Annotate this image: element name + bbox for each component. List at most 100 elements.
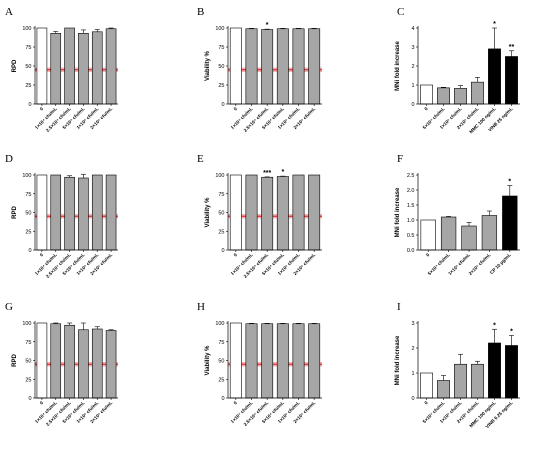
y-axis-label: Viability % [205, 50, 211, 81]
y-tick-label: 75 [218, 192, 224, 198]
y-tick-label: 25 [25, 377, 31, 383]
y-axis-label: Viability % [205, 197, 211, 228]
bar [461, 225, 477, 251]
panel-e: E01×10⁴ cfu/mL***2.5×10⁴ cfu/mL*5×10⁴ cf… [197, 153, 322, 279]
y-tick-label: 0 [28, 248, 31, 254]
bar [64, 176, 75, 251]
panel-letter: H [197, 301, 205, 313]
y-tick-label: 25 [218, 377, 224, 383]
panel-letter: F [397, 153, 403, 165]
panel-a: A01×10⁴ cfu/mL2.5×10⁴ cfu/mL5×10⁴ cfu/mL… [5, 6, 118, 133]
category-label: 2×10⁵ cfu/mL [468, 252, 492, 276]
bar [308, 28, 321, 105]
bar [64, 27, 75, 105]
y-tick-label: 75 [218, 340, 224, 346]
bar [36, 174, 48, 251]
panel-i: I05×10⁴ cfu/mL1×10⁵ cfu/mL2×10⁵ cfu/mL*M… [395, 301, 520, 429]
y-tick-label: 50 [218, 211, 224, 217]
category-label: 0 [39, 106, 45, 112]
y-axis-label: MNi fold increase [395, 335, 401, 385]
bar [229, 174, 242, 251]
bar [245, 28, 258, 105]
y-tick-label: 50 [218, 359, 224, 365]
y-tick-label: 100 [22, 321, 31, 327]
y-tick-label: 25 [218, 229, 224, 235]
bar [276, 176, 289, 251]
y-axis-label: Viability % [205, 345, 211, 376]
category-label: 0 [233, 400, 239, 406]
bar [91, 328, 103, 399]
y-tick-label: 0 [28, 396, 31, 402]
y-tick-label: 2 [411, 64, 414, 70]
significance-mark: ** [509, 44, 515, 51]
bar [292, 323, 305, 399]
bar [261, 176, 274, 251]
bar [276, 323, 289, 399]
y-tick-label: 1.0 [407, 218, 415, 224]
bar [36, 322, 48, 399]
y-tick-label: 0.5 [407, 233, 415, 239]
bar [505, 56, 518, 105]
y-tick-label: 2 [411, 346, 414, 352]
significance-mark: * [281, 169, 284, 176]
bar [437, 380, 450, 399]
panel-letter: I [397, 301, 401, 313]
bar [420, 372, 433, 399]
y-axis-label: RPD [12, 354, 18, 367]
y-tick-label: 100 [22, 26, 31, 32]
y-tick-label: 75 [25, 340, 31, 346]
y-tick-label: 100 [215, 26, 224, 32]
bar [78, 329, 89, 399]
bar [420, 84, 433, 105]
panel-letter: B [197, 6, 204, 18]
y-tick-label: 2.5 [407, 173, 415, 179]
bar [292, 174, 305, 251]
panel-d: D01×10⁴ cfu/mL2.5×10⁴ cfu/mL5×10⁴ cfu/mL… [5, 153, 118, 279]
y-tick-label: 75 [218, 45, 224, 51]
bar [91, 174, 103, 251]
bar [420, 219, 436, 251]
y-tick-label: 3 [411, 321, 414, 327]
bar [454, 363, 467, 399]
y-tick-label: 4 [411, 26, 414, 32]
panel-letter: E [197, 153, 204, 165]
bar [488, 342, 501, 399]
significance-mark: * [493, 21, 496, 28]
bar [471, 81, 484, 105]
y-tick-label: 0 [221, 396, 224, 402]
y-tick-label: 50 [25, 359, 31, 365]
bar [261, 323, 274, 399]
y-tick-label: 75 [25, 45, 31, 51]
bar [454, 88, 467, 105]
significance-mark: *** [263, 170, 271, 177]
y-tick-label: 2.0 [407, 188, 415, 194]
y-tick-label: 3 [411, 45, 414, 51]
bar [50, 174, 62, 251]
bar [481, 215, 498, 251]
bar [245, 174, 258, 251]
significance-mark: * [493, 322, 496, 329]
category-label: 0 [233, 252, 239, 258]
category-label: 0 [39, 400, 45, 406]
bar [50, 33, 62, 105]
y-axis-label: RPD [12, 206, 18, 219]
y-tick-label: 100 [215, 321, 224, 327]
panel-g: G01×10⁴ cfu/mL2.5×10⁴ cfu/mL5×10⁴ cfu/mL… [5, 301, 118, 427]
y-axis-label: RPD [12, 59, 18, 72]
y-tick-label: 0 [221, 102, 224, 108]
y-axis-label: MNi fold increase [395, 41, 401, 91]
y-tick-label: 100 [22, 173, 31, 179]
panel-h: H01×10⁴ cfu/mL2.5×10⁴ cfu/mL5×10⁴ cfu/mL… [197, 301, 322, 427]
category-label: 0 [233, 106, 239, 112]
panel-letter: D [5, 153, 13, 165]
bar [105, 174, 117, 251]
y-tick-label: 50 [25, 211, 31, 217]
y-tick-label: 50 [218, 64, 224, 70]
panel-c: C05×10⁴ cfu/mL1×10⁵ cfu/mL2×10⁵ cfu/mL*M… [395, 6, 520, 134]
category-label: 0 [423, 400, 429, 406]
panel-letter: A [5, 6, 13, 18]
bar [440, 216, 457, 251]
bar [308, 174, 321, 251]
bar [505, 345, 518, 399]
